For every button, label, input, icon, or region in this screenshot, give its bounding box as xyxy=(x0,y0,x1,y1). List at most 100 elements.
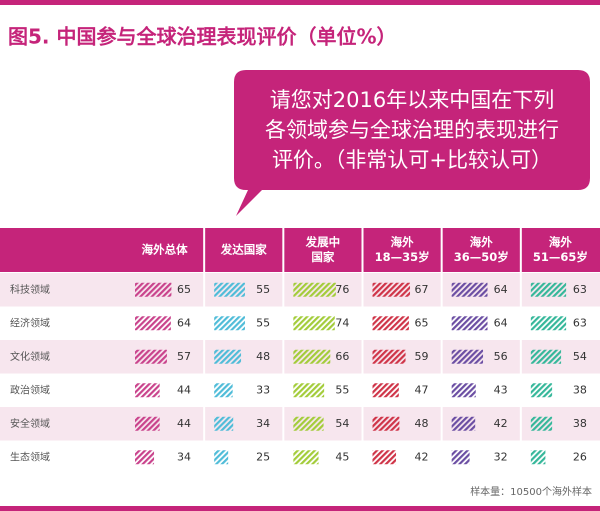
hatched-bar xyxy=(372,282,411,297)
value-label: 67 xyxy=(415,283,429,296)
value-label: 48 xyxy=(256,350,270,363)
value-label: 59 xyxy=(415,350,429,363)
value-label: 44 xyxy=(177,383,191,396)
callout-line: 各领域参与全球治理的表现进行 xyxy=(265,118,559,142)
value-label: 55 xyxy=(256,316,270,329)
value-label: 54 xyxy=(335,417,349,430)
value-label: 63 xyxy=(573,283,587,296)
value-label: 55 xyxy=(335,383,349,396)
hatched-bar xyxy=(214,416,234,431)
value-label: 47 xyxy=(415,383,429,396)
hatched-bar xyxy=(293,349,331,364)
value-label: 74 xyxy=(335,316,349,329)
column-header: 海外总体 xyxy=(142,243,188,257)
value-label: 45 xyxy=(335,450,349,463)
value-label: 48 xyxy=(415,417,429,430)
value-label: 65 xyxy=(177,283,191,296)
hatched-bar xyxy=(135,316,171,331)
hatched-bar xyxy=(135,416,160,431)
top-rule xyxy=(0,0,600,5)
callout-bubble xyxy=(234,70,590,216)
value-label: 57 xyxy=(177,350,191,363)
hatched-bar xyxy=(293,282,336,297)
column-header: 发展中 xyxy=(305,235,341,249)
hatched-bar xyxy=(372,316,409,331)
value-label: 34 xyxy=(177,450,191,463)
sample-note: 样本量：10500个海外样本 xyxy=(470,485,592,498)
column-header: 海外 xyxy=(391,235,414,249)
row-label: 科技领域 xyxy=(10,283,50,296)
hatched-bar xyxy=(135,450,155,465)
hatched-bar xyxy=(214,316,245,331)
row-label: 政治领域 xyxy=(10,383,50,396)
hatched-bar xyxy=(530,349,562,364)
value-label: 54 xyxy=(573,350,587,363)
hatched-bar xyxy=(372,383,399,398)
hatched-bar xyxy=(293,416,324,431)
value-label: 76 xyxy=(335,283,349,296)
value-label: 38 xyxy=(573,383,587,396)
hatched-bar xyxy=(451,416,476,431)
row-label: 生态领域 xyxy=(10,450,50,463)
value-label: 64 xyxy=(494,283,508,296)
value-label: 26 xyxy=(573,450,587,463)
table: 海外总体 发达国家发展中国家海外18—35岁海外36—50岁海外51—65岁科技领… xyxy=(0,228,600,474)
column-header: 海外 xyxy=(470,235,493,249)
value-label: 66 xyxy=(335,350,349,363)
value-label: 64 xyxy=(494,316,508,329)
value-label: 63 xyxy=(573,316,587,329)
value-label: 38 xyxy=(573,417,587,430)
hatched-bar xyxy=(293,383,325,398)
hatched-bar xyxy=(451,316,488,331)
value-label: 33 xyxy=(256,383,270,396)
value-label: 42 xyxy=(415,450,429,463)
hatched-bar xyxy=(135,383,160,398)
hatched-bar xyxy=(451,383,476,398)
value-label: 44 xyxy=(177,417,191,430)
value-label: 65 xyxy=(415,316,429,329)
hatched-bar xyxy=(451,282,488,297)
hatched-bar xyxy=(214,349,242,364)
column-header: 36—50岁 xyxy=(454,250,509,264)
table-header-band xyxy=(0,228,600,272)
hatched-bar xyxy=(530,282,567,297)
hatched-bar xyxy=(530,383,553,398)
hatched-bar xyxy=(530,450,546,465)
column-header: 发达国家 xyxy=(220,243,267,257)
hatched-bar xyxy=(293,450,319,465)
column-header: 51—65岁 xyxy=(533,250,588,264)
hatched-bar xyxy=(293,316,335,331)
hatched-bar xyxy=(530,316,567,331)
title: 图5. 中国参与全球治理表现评价（单位%） xyxy=(8,25,397,49)
callout-text: 请您对2016年以来中国在下列各领域参与全球治理的表现进行评价。（非常认可+比较… xyxy=(265,88,559,172)
hatched-bar xyxy=(530,416,553,431)
hatched-bar xyxy=(451,450,470,465)
column-header: 海外 xyxy=(549,235,572,249)
callout-line: 评价。（非常认可+比较认可） xyxy=(272,148,552,172)
column-header: 国家 xyxy=(311,250,334,264)
hatched-bar xyxy=(214,450,229,465)
callout-line: 请您对2016年以来中国在下列 xyxy=(270,88,554,112)
value-label: 43 xyxy=(494,383,508,396)
value-label: 25 xyxy=(256,450,270,463)
hatched-bar xyxy=(372,450,397,465)
hatched-bar xyxy=(135,282,172,297)
row-label: 安全领域 xyxy=(10,417,50,430)
value-label: 64 xyxy=(177,316,191,329)
hatched-bar xyxy=(372,416,400,431)
value-label: 34 xyxy=(256,417,270,430)
value-label: 56 xyxy=(494,350,508,363)
row-label: 文化领域 xyxy=(10,350,50,363)
hatched-bar xyxy=(372,349,406,364)
value-label: 32 xyxy=(494,450,508,463)
hatched-bar xyxy=(135,349,167,364)
column-header: 18—35岁 xyxy=(375,250,430,264)
value-label: 42 xyxy=(494,417,508,430)
bottom-rule xyxy=(0,506,600,511)
hatched-bar xyxy=(214,383,233,398)
row-label: 经济领域 xyxy=(10,316,50,329)
hatched-bar xyxy=(214,282,245,297)
value-label: 55 xyxy=(256,283,270,296)
hatched-bar xyxy=(451,349,484,364)
